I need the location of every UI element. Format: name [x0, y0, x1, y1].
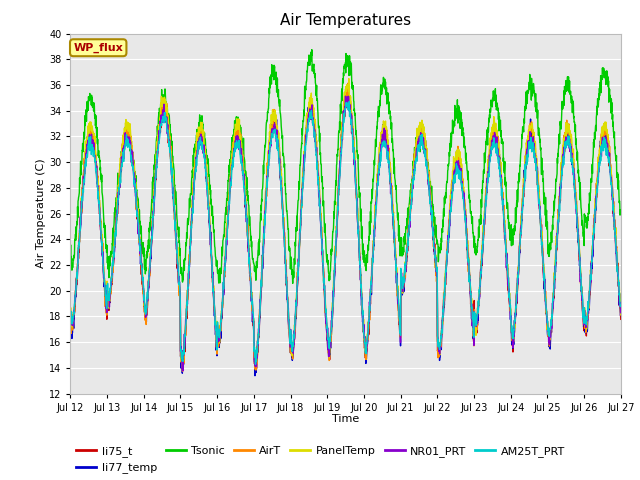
li75_t — [344, 92, 352, 97]
PanelTemp — [617, 312, 625, 317]
Tsonic — [584, 217, 592, 223]
Legend: li75_t, li77_temp, Tsonic, AirT, PanelTemp, NR01_PRT, AM25T_PRT: li75_t, li77_temp, Tsonic, AirT, PanelTe… — [76, 446, 565, 473]
AM25T_PRT — [252, 361, 259, 367]
PanelTemp — [569, 147, 577, 153]
Tsonic — [617, 210, 625, 216]
PanelTemp — [362, 339, 370, 345]
Line: Tsonic: Tsonic — [70, 49, 621, 283]
Line: li77_temp: li77_temp — [70, 90, 621, 376]
AirT — [569, 154, 577, 159]
li75_t — [584, 312, 592, 318]
Line: li75_t: li75_t — [70, 95, 621, 370]
NR01_PRT — [374, 179, 381, 185]
PanelTemp — [179, 365, 186, 371]
PanelTemp — [506, 295, 514, 300]
AM25T_PRT — [506, 297, 514, 303]
AirT — [220, 282, 228, 288]
AM25T_PRT — [220, 277, 228, 283]
NR01_PRT — [220, 275, 228, 281]
li75_t — [252, 367, 260, 373]
li75_t — [617, 316, 625, 322]
Tsonic — [220, 233, 228, 239]
NR01_PRT — [617, 310, 625, 316]
Tsonic — [308, 47, 316, 52]
AM25T_PRT — [362, 347, 370, 352]
AM25T_PRT — [584, 299, 592, 304]
li77_temp — [617, 310, 625, 316]
li77_temp — [344, 87, 352, 93]
NR01_PRT — [362, 348, 370, 354]
li77_temp — [220, 283, 228, 289]
NR01_PRT — [569, 160, 577, 166]
AM25T_PRT — [67, 307, 74, 313]
li75_t — [362, 359, 370, 364]
AM25T_PRT — [346, 98, 353, 104]
Tsonic — [362, 264, 370, 269]
AirT — [67, 313, 74, 319]
AirT — [374, 169, 381, 175]
li77_temp — [569, 165, 577, 171]
li75_t — [67, 306, 74, 312]
AM25T_PRT — [617, 303, 625, 309]
li77_temp — [374, 176, 381, 181]
PanelTemp — [345, 76, 353, 82]
X-axis label: Time: Time — [332, 414, 359, 424]
AirT — [617, 312, 625, 318]
li77_temp — [362, 360, 370, 366]
Tsonic — [506, 230, 514, 236]
Tsonic — [569, 97, 577, 103]
NR01_PRT — [342, 93, 349, 99]
NR01_PRT — [67, 311, 74, 317]
Tsonic — [374, 109, 381, 115]
AirT — [584, 312, 592, 318]
li77_temp — [251, 373, 259, 379]
Tsonic — [67, 252, 74, 258]
li77_temp — [584, 316, 592, 322]
NR01_PRT — [179, 368, 187, 374]
AM25T_PRT — [569, 165, 577, 171]
AirT — [344, 80, 352, 86]
AM25T_PRT — [374, 181, 381, 187]
PanelTemp — [220, 270, 228, 276]
Line: PanelTemp: PanelTemp — [70, 79, 621, 368]
PanelTemp — [584, 312, 592, 317]
AirT — [362, 357, 370, 362]
PanelTemp — [374, 163, 381, 168]
Line: NR01_PRT: NR01_PRT — [70, 96, 621, 371]
Title: Air Temperatures: Air Temperatures — [280, 13, 411, 28]
Line: AirT: AirT — [70, 83, 621, 371]
li75_t — [374, 176, 381, 181]
PanelTemp — [67, 305, 74, 311]
NR01_PRT — [506, 303, 514, 309]
li77_temp — [506, 302, 514, 308]
li75_t — [220, 289, 228, 295]
Text: WP_flux: WP_flux — [74, 43, 123, 53]
li77_temp — [67, 311, 74, 316]
li75_t — [569, 153, 577, 159]
Y-axis label: Air Temperature (C): Air Temperature (C) — [36, 159, 46, 268]
NR01_PRT — [584, 308, 592, 314]
Line: AM25T_PRT: AM25T_PRT — [70, 101, 621, 364]
AirT — [506, 303, 514, 309]
Tsonic — [289, 280, 296, 286]
AirT — [179, 368, 186, 374]
li75_t — [506, 301, 514, 307]
